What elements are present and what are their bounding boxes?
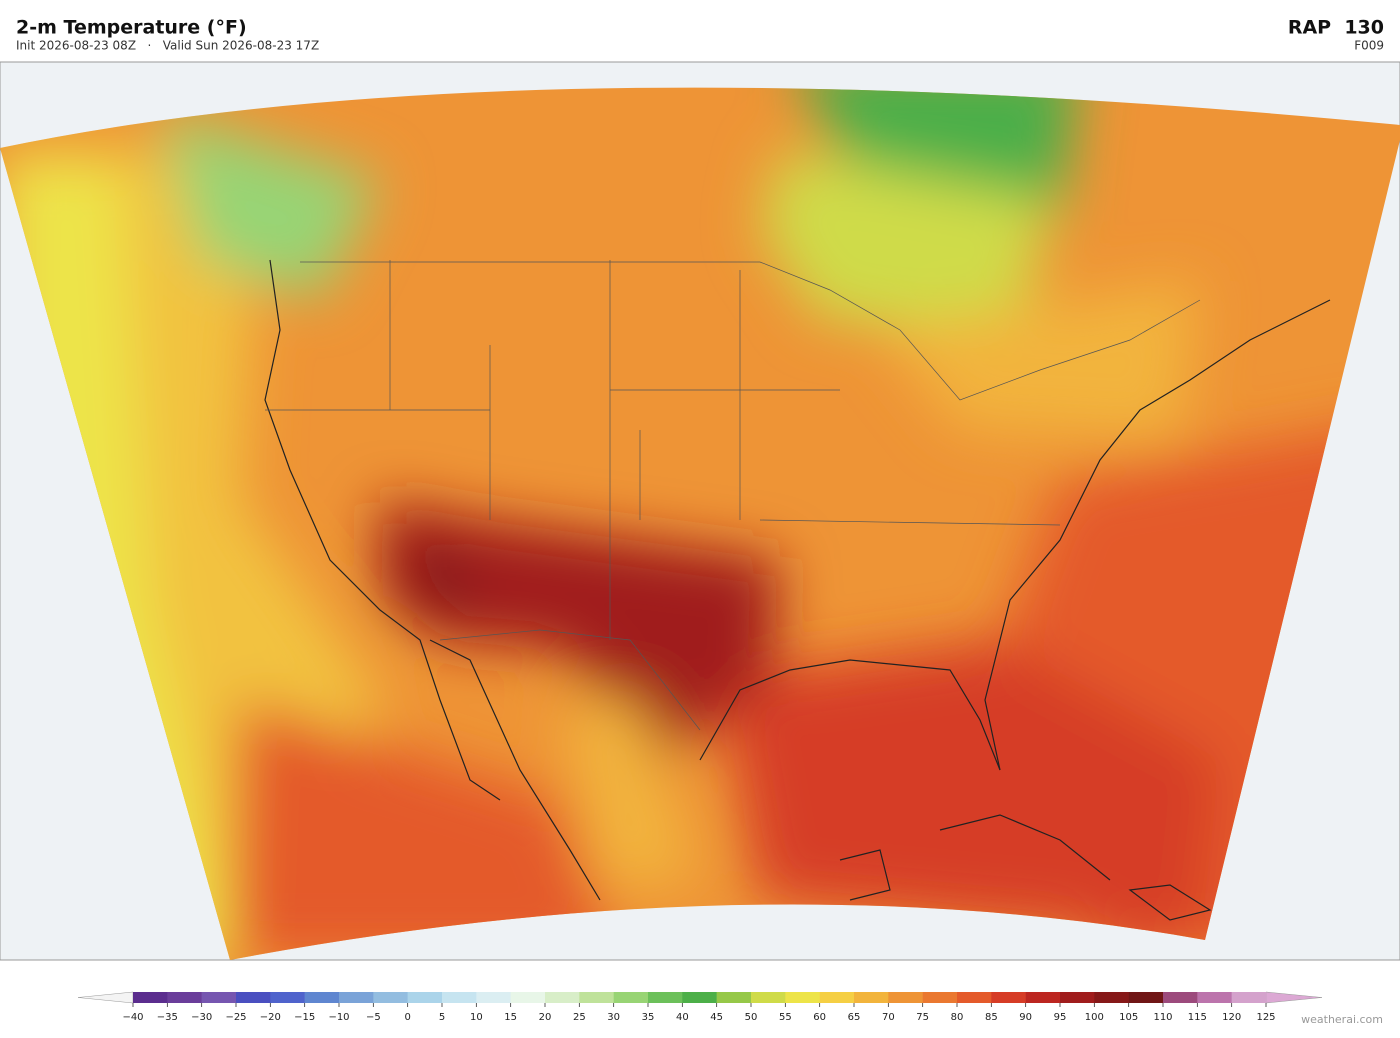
colorbar-cell [751,992,786,1003]
colorbar-tick-label: −30 [191,1012,212,1023]
colorbar-tick-label: 0 [404,1012,410,1023]
map: weatherai.com [0,61,1400,1026]
colorbar-cell [1060,992,1095,1003]
colorbar-tick-label: 55 [779,1012,792,1023]
colorbar-cell [613,992,649,1003]
borders [265,260,1201,731]
colorbar-cell [407,992,443,1003]
colorbar-tick-label: 45 [710,1012,723,1023]
coastlines [264,259,1331,921]
colorbar-cell [545,992,580,1003]
colorbar-tick-label: 15 [504,1012,517,1023]
colorbar-cell [991,992,1026,1003]
colorbar-under [77,991,134,1004]
colorbar-tick-label: 65 [848,1012,861,1023]
colorbar-tick-label: 50 [745,1012,758,1023]
colorbar-tick-label: 105 [1119,1012,1138,1023]
colorbar-cell [819,992,855,1003]
colorbar-tick-label: 125 [1256,1012,1275,1023]
colorbar-tick-label: 40 [676,1012,689,1023]
colorbar-cell [785,992,820,1003]
colorbar-tick-label: 90 [1019,1012,1032,1023]
colorbar-cell [716,992,752,1003]
colorbar-tick-label: −25 [225,1012,246,1023]
colorbar-tick-label: 25 [573,1012,586,1023]
colorbar-cell [1025,992,1061,1003]
colorbar-tick-label: 100 [1085,1012,1104,1023]
colorbar-tick-label: 5 [439,1012,445,1023]
colorbar-over [1265,991,1323,1004]
colorbar-tick-label: 80 [951,1012,964,1023]
colorbar-tick-label: 120 [1222,1012,1241,1023]
colorbar-cell [510,992,546,1003]
forecast-hour: F009 [1354,39,1384,53]
colorbar-cell [922,992,958,1003]
colorbar-tick-label: 110 [1153,1012,1172,1023]
colorbar-cell [1163,992,1198,1003]
colorbar-cell [270,992,305,1003]
colorbar-cell [442,992,477,1003]
colorbar-tick-label: −40 [122,1012,143,1023]
colorbar-cell [339,992,374,1003]
colorbar-cell [1197,992,1232,1003]
colorbar-cell [1128,992,1164,1003]
colorbar-tick-label: −15 [294,1012,315,1023]
colorbar-tick-label: 60 [813,1012,826,1023]
subtitle: Init 2026-08-23 08Z · Valid Sun 2026-08-… [16,39,319,53]
colorbar-cell [1231,992,1267,1003]
model: RAP 130 [1288,17,1384,39]
colorbar-cell [888,992,923,1003]
colorbar-cell [304,992,340,1003]
colorbar-cell [167,992,202,1003]
colorbar: −40 −35 −30 −25 −20 −15 −10 −5 0 5 10 15 20 25 30 35 40 4… [77,991,1323,1023]
colorbar-tick-label: −5 [366,1012,381,1023]
credit: weatherai.com [1301,1013,1383,1026]
temperature-field [0,87,1400,961]
colorbar-tick-label: −10 [328,1012,349,1023]
colorbar-cell [682,992,717,1003]
colorbar-tick-label: 20 [539,1012,552,1023]
colorbar-tick-label: 10 [470,1012,483,1023]
colorbar-cell [648,992,683,1003]
colorbar-tick-label: 115 [1188,1012,1207,1023]
colorbar-cell [957,992,992,1003]
colorbar-tick-label: −20 [260,1012,281,1023]
colorbar-tick-label: 70 [882,1012,895,1023]
colorbar-tick-label: 75 [916,1012,929,1023]
title: 2-m Temperature (°F) [16,17,247,39]
colorbar-cell [476,992,511,1003]
colorbar-cell [1094,992,1129,1003]
colorbar-tick-label: 35 [642,1012,655,1023]
colorbar-tick-label: 30 [607,1012,620,1023]
colorbar-cell [236,992,271,1003]
colorbar-tick-label: −35 [157,1012,178,1023]
colorbar-cell [373,992,408,1003]
colorbar-cell [133,992,168,1003]
colorbar-cell [854,992,889,1003]
colorbar-tick-label: 95 [1054,1012,1067,1023]
colorbar-tick-label: 85 [985,1012,998,1023]
colorbar-cell [579,992,614,1003]
colorbar-cell [201,992,237,1003]
